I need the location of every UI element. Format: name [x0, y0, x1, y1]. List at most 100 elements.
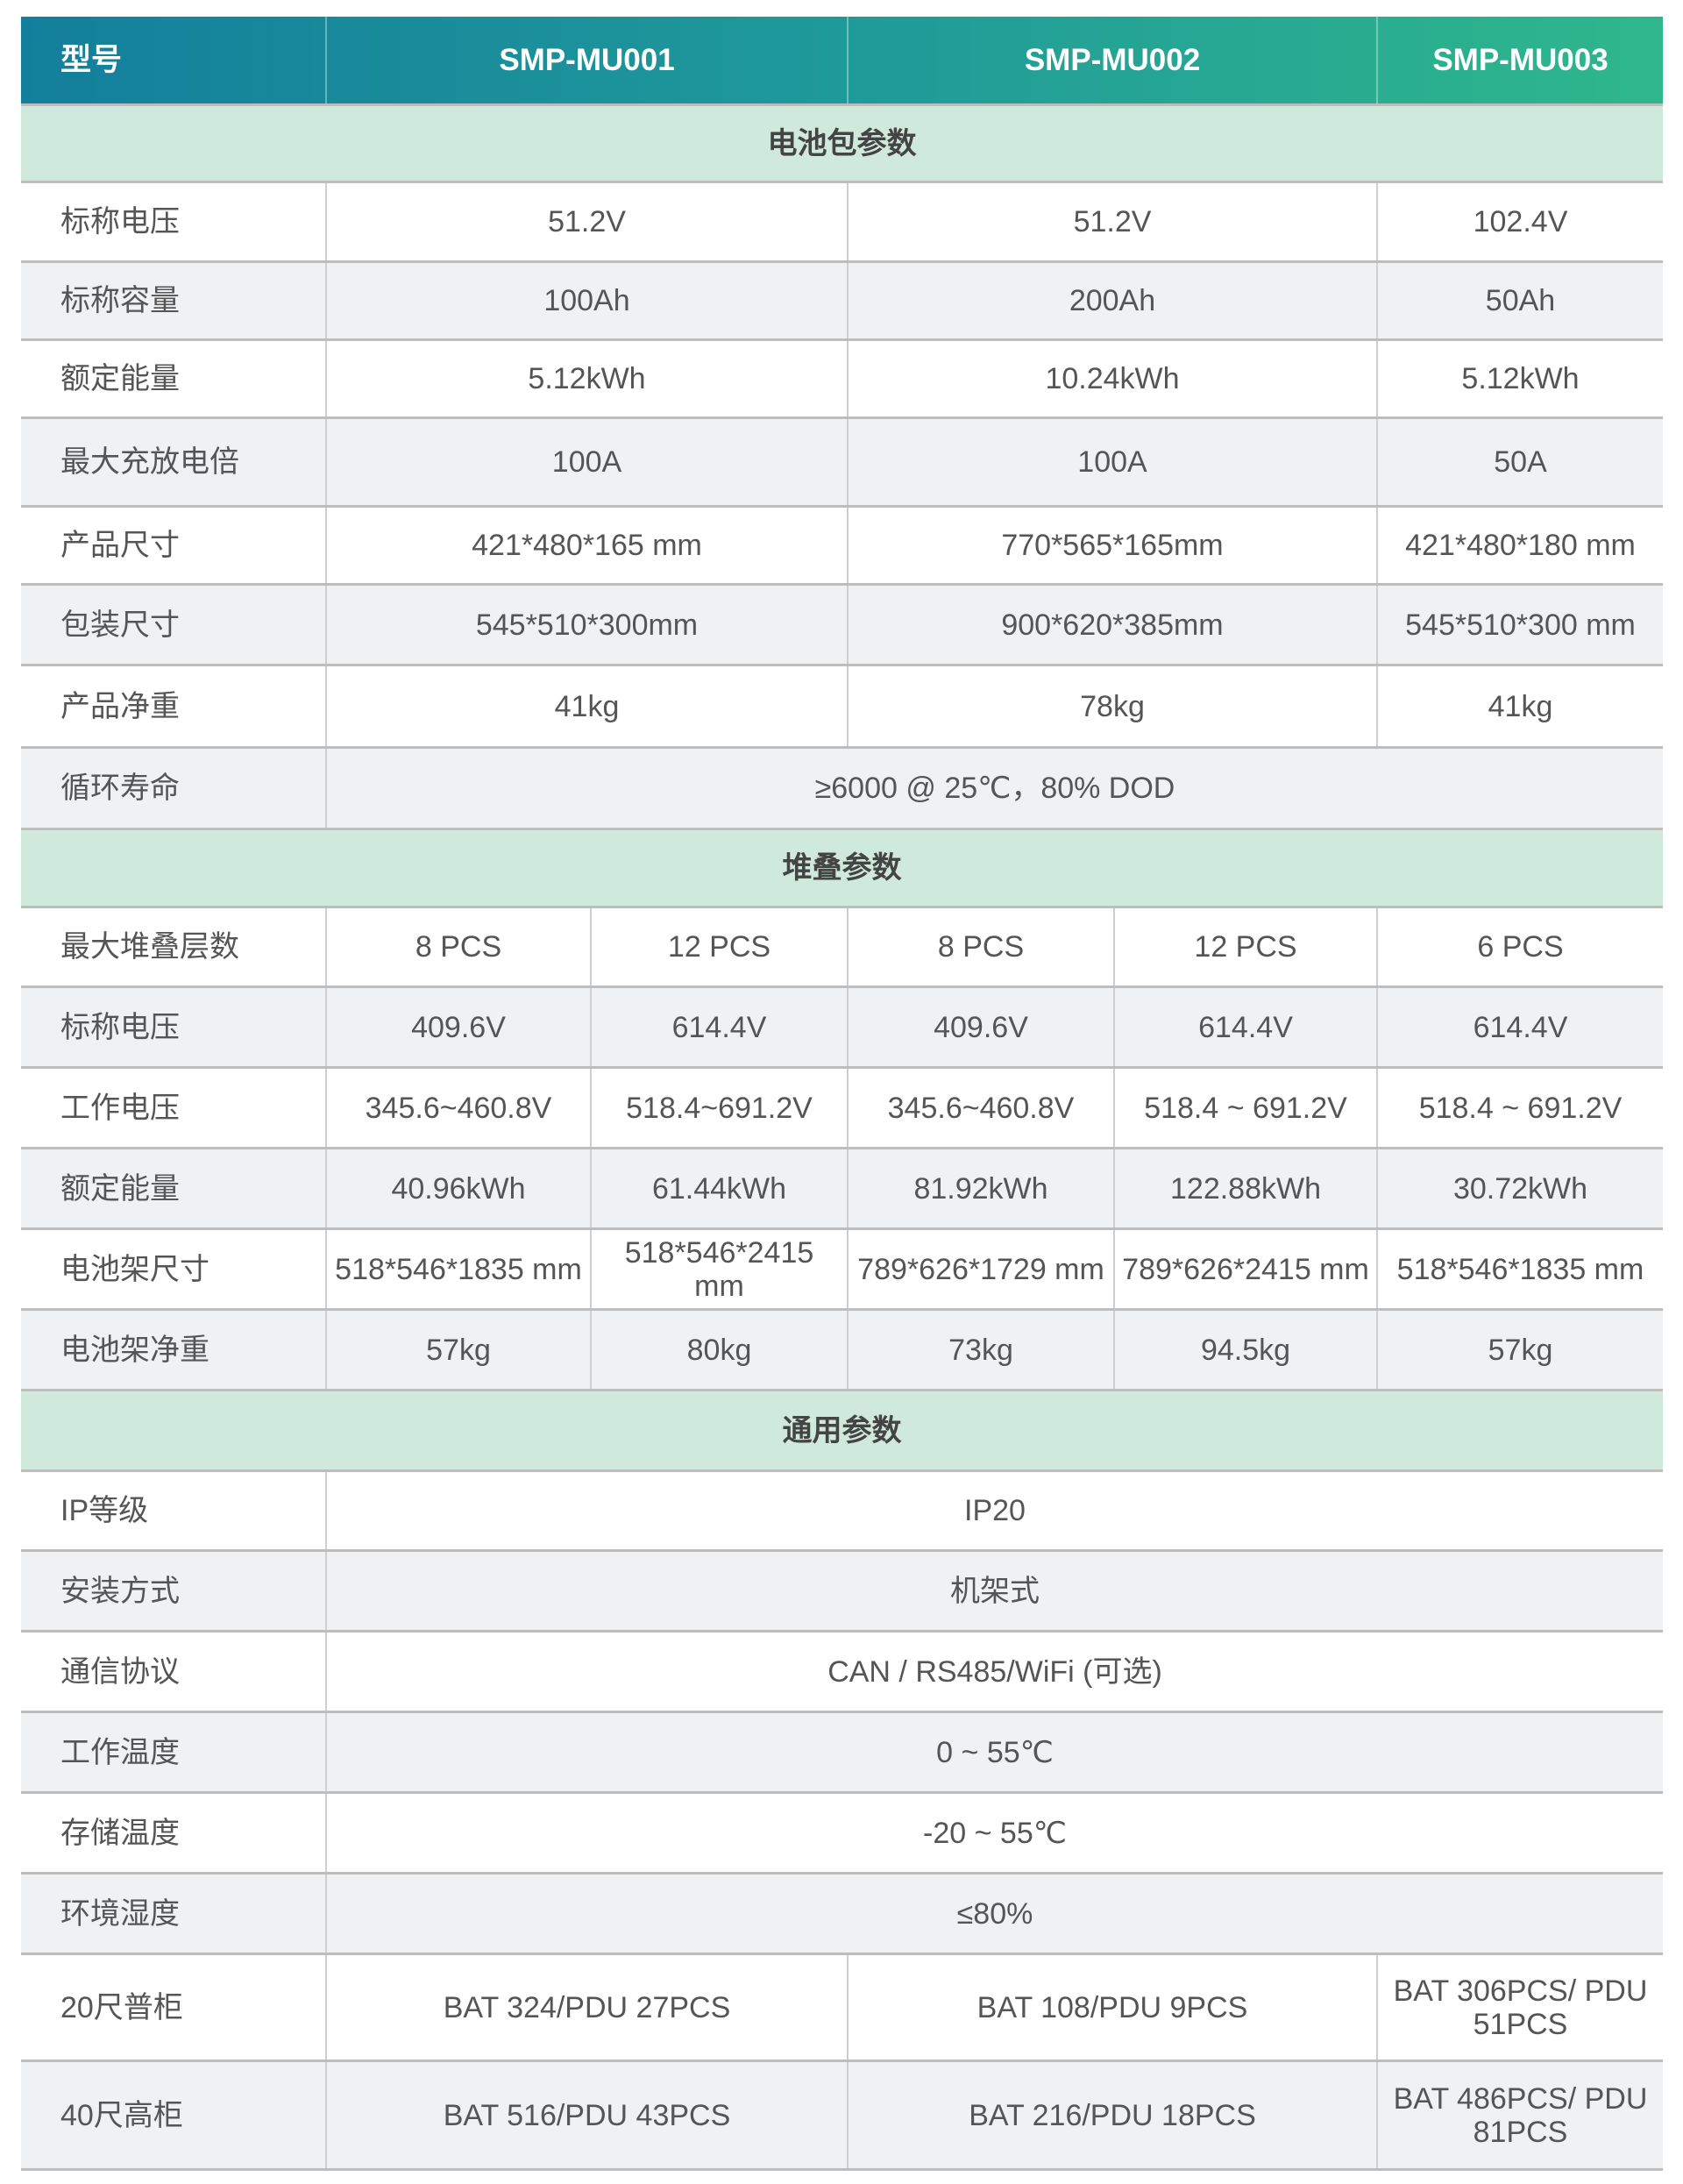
table-row: 工作电压 345.6~460.8V 518.4~691.2V 345.6~460.8V…	[21, 1069, 1663, 1149]
row-value: 614.4V	[1113, 988, 1376, 1066]
row-value: 614.4V	[590, 988, 847, 1066]
row-value: 80kg	[590, 1311, 847, 1389]
row-value: 518*546*1835 mm	[325, 1230, 590, 1308]
row-value: 518.4 ~ 691.2V	[1113, 1069, 1376, 1147]
row-value: 100A	[325, 419, 847, 505]
row-label: 产品净重	[60, 689, 180, 723]
header-label: 型号	[60, 42, 123, 77]
row-value: 81.92kWh	[847, 1149, 1113, 1227]
table-row: 标称电压 409.6V 614.4V 409.6V 614.4V 614.4V	[21, 988, 1663, 1069]
table-row: 通信协议 CAN / RS485/WiFi (可选)	[21, 1633, 1663, 1713]
row-value: 789*626*2415 mm	[1113, 1230, 1376, 1308]
table-header: 型号 SMP-MU001 SMP-MU002 SMP-MU003	[21, 17, 1663, 106]
row-label: 20尺普柜	[60, 1990, 183, 2024]
table-row: 最大充放电倍 100A 100A 50A	[21, 419, 1663, 508]
row-label: 最大堆叠层数	[60, 930, 239, 964]
row-value: 421*480*165 mm	[325, 508, 847, 583]
row-value: 345.6~460.8V	[325, 1069, 590, 1147]
row-value: 409.6V	[325, 988, 590, 1066]
model-header: SMP-MU002	[847, 17, 1376, 103]
row-value: 73kg	[847, 1311, 1113, 1389]
section-header: 通用参数	[21, 1391, 1663, 1472]
spec-table: 型号 SMP-MU001 SMP-MU002 SMP-MU003 电池包参数标称电压 51…	[21, 17, 1663, 2171]
row-value: 345.6~460.8V	[847, 1069, 1113, 1147]
row-value: BAT 306PCS/ PDU 51PCS	[1376, 1955, 1663, 2060]
row-label: 40尺高柜	[60, 2098, 183, 2132]
row-value: BAT 516/PDU 43PCS	[325, 2062, 847, 2168]
table-row: 存储温度 -20 ~ 55℃	[21, 1794, 1663, 1875]
row-value: 5.12kWh	[1376, 341, 1663, 416]
row-value: CAN / RS485/WiFi (可选)	[325, 1633, 1663, 1711]
row-value: 421*480*180 mm	[1376, 508, 1663, 583]
section-title: 电池包参数	[767, 126, 917, 160]
row-value: ≥6000 @ 25℃，80% DOD	[325, 749, 1663, 828]
section-title: 堆叠参数	[782, 851, 902, 885]
row-value: BAT 486PCS/ PDU 81PCS	[1376, 2062, 1663, 2168]
row-value: 122.88kWh	[1113, 1149, 1376, 1227]
row-value: 51.2V	[325, 183, 847, 260]
row-value: BAT 108/PDU 9PCS	[847, 1955, 1376, 2060]
row-value: 518*546*2415 mm	[590, 1230, 847, 1308]
row-value: 100A	[847, 419, 1376, 505]
section-header: 堆叠参数	[21, 830, 1663, 908]
table-row: 20尺普柜 BAT 324/PDU 27PCS BAT 108/PDU 9PCS BA…	[21, 1955, 1663, 2062]
row-label: 电池架净重	[60, 1333, 209, 1367]
row-value: 8 PCS	[325, 908, 590, 985]
table-row: 最大堆叠层数 8 PCS 12 PCS 8 PCS 12 PCS 6 PCS	[21, 908, 1663, 988]
row-label: 循环寿命	[60, 772, 180, 805]
table-row: 环境湿度 ≤80%	[21, 1875, 1663, 1955]
row-value: 0 ~ 55℃	[325, 1713, 1663, 1791]
row-value: 40.96kWh	[325, 1149, 590, 1227]
row-value: 518.4~691.2V	[590, 1069, 847, 1147]
row-label: 工作温度	[60, 1735, 180, 1769]
row-value: 200Ah	[847, 263, 1376, 338]
table-row: 循环寿命 ≥6000 @ 25℃，80% DOD	[21, 749, 1663, 830]
section-header: 电池包参数	[21, 106, 1663, 183]
table-row: 工作温度 0 ~ 55℃	[21, 1713, 1663, 1794]
table-row: 包装尺寸 545*510*300mm 900*620*385mm 545*510*30…	[21, 586, 1663, 666]
row-label: 最大充放电倍	[60, 445, 239, 479]
row-value: 12 PCS	[590, 908, 847, 985]
row-label: 标称容量	[60, 284, 180, 317]
table-row: 电池架净重 57kg 80kg 73kg 94.5kg 57kg	[21, 1311, 1663, 1391]
row-value: ≤80%	[325, 1875, 1663, 1953]
table-row: 40尺高柜 BAT 516/PDU 43PCS BAT 216/PDU 18PCS B…	[21, 2062, 1663, 2171]
row-label: IP等级	[60, 1494, 149, 1527]
row-value: 900*620*385mm	[847, 586, 1376, 664]
row-value: 94.5kg	[1113, 1311, 1376, 1389]
row-label: 产品尺寸	[60, 529, 180, 562]
row-value: 409.6V	[847, 988, 1113, 1066]
row-value: 机架式	[325, 1552, 1663, 1630]
row-value: 770*565*165mm	[847, 508, 1376, 583]
row-label: 存储温度	[60, 1816, 180, 1850]
row-label: 标称电压	[60, 205, 180, 238]
section-title: 通用参数	[782, 1413, 902, 1448]
row-value: 30.72kWh	[1376, 1149, 1663, 1227]
row-value: 57kg	[325, 1311, 590, 1389]
row-label: 通信协议	[60, 1654, 180, 1689]
row-value: IP20	[325, 1472, 1663, 1549]
row-value: 41kg	[1376, 666, 1663, 746]
row-label: 电池架尺寸	[60, 1252, 209, 1286]
row-value: 6 PCS	[1376, 908, 1663, 985]
row-value: 545*510*300 mm	[1376, 586, 1663, 664]
row-label: 安装方式	[60, 1574, 180, 1608]
table-row: 产品尺寸 421*480*165 mm 770*565*165mm 421*480*1…	[21, 508, 1663, 586]
table-row: 标称容量 100Ah 200Ah 50Ah	[21, 263, 1663, 341]
table-row: 电池架尺寸 518*546*1835 mm 518*546*2415 mm 789*6…	[21, 1230, 1663, 1311]
row-value: 50Ah	[1376, 263, 1663, 338]
row-value: BAT 216/PDU 18PCS	[847, 2062, 1376, 2168]
row-label: 环境湿度	[60, 1896, 180, 1931]
row-value: 78kg	[847, 666, 1376, 746]
row-value: 545*510*300mm	[325, 586, 847, 664]
row-value: 51.2V	[847, 183, 1376, 260]
row-value: 12 PCS	[1113, 908, 1376, 985]
row-value: 5.12kWh	[325, 341, 847, 416]
row-value: 518.4 ~ 691.2V	[1376, 1069, 1663, 1147]
model-header: SMP-MU003	[1376, 17, 1663, 103]
row-label: 包装尺寸	[60, 608, 180, 642]
row-label: 标称电压	[60, 1010, 180, 1044]
table-row: 额定能量 5.12kWh 10.24kWh 5.12kWh	[21, 341, 1663, 419]
row-value: 10.24kWh	[847, 341, 1376, 416]
row-value: 8 PCS	[847, 908, 1113, 985]
